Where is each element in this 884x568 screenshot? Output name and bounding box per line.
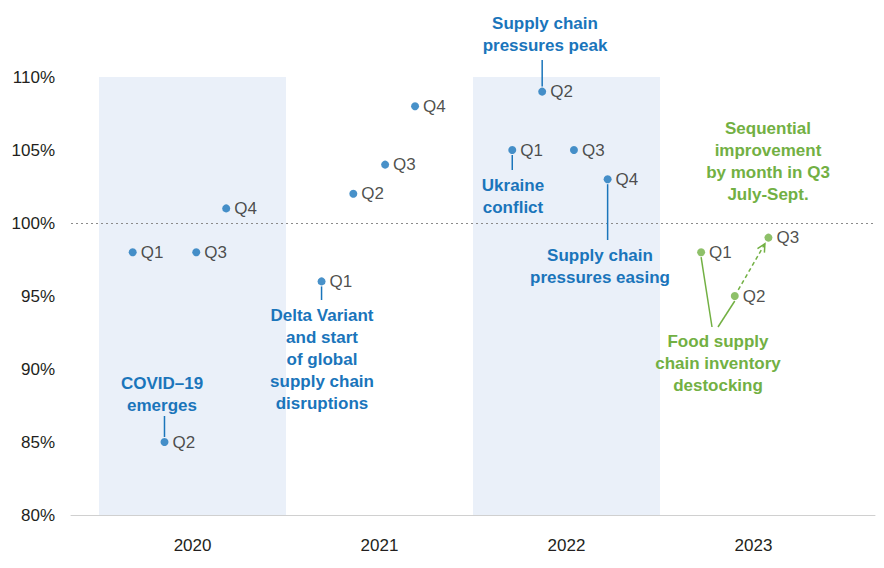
svg-text:Q1: Q1 [709, 243, 732, 262]
svg-text:Q4: Q4 [234, 199, 257, 218]
svg-text:Q2: Q2 [550, 82, 573, 101]
svg-text:disruptions: disruptions [276, 394, 369, 413]
svg-text:Ukraine: Ukraine [482, 176, 544, 195]
svg-text:conflict: conflict [483, 198, 544, 217]
svg-text:pressures easing: pressures easing [530, 268, 670, 287]
svg-text:Q3: Q3 [393, 155, 416, 174]
svg-text:Q3: Q3 [582, 141, 605, 160]
svg-text:Q2: Q2 [172, 433, 195, 452]
svg-text:Q2: Q2 [361, 184, 384, 203]
svg-text:2020: 2020 [174, 536, 212, 555]
svg-text:105%: 105% [12, 141, 55, 160]
svg-text:Q4: Q4 [423, 97, 446, 116]
svg-text:by month in Q3: by month in Q3 [706, 163, 830, 182]
svg-text:and start: and start [286, 328, 358, 347]
svg-text:supply chain: supply chain [270, 372, 374, 391]
svg-text:2022: 2022 [548, 536, 586, 555]
svg-text:of global: of global [287, 350, 358, 369]
svg-text:100%: 100% [12, 214, 55, 233]
svg-text:Supply chain: Supply chain [547, 246, 653, 265]
svg-text:Q1: Q1 [520, 141, 543, 160]
svg-text:destocking: destocking [673, 376, 763, 395]
svg-text:Supply chain: Supply chain [492, 14, 598, 33]
svg-text:Q1: Q1 [330, 272, 353, 291]
svg-text:Q1: Q1 [141, 243, 164, 262]
svg-text:Q3: Q3 [204, 243, 227, 262]
svg-text:Q3: Q3 [776, 228, 799, 247]
svg-text:Sequential: Sequential [725, 119, 811, 138]
svg-text:improvement: improvement [715, 141, 822, 160]
svg-text:110%: 110% [13, 68, 55, 87]
svg-text:2021: 2021 [361, 536, 399, 555]
svg-text:80%: 80% [21, 506, 55, 525]
svg-text:July-Sept.: July-Sept. [727, 185, 808, 204]
svg-text:emerges: emerges [127, 396, 197, 415]
svg-text:pressures peak: pressures peak [483, 36, 608, 55]
svg-text:Delta Variant: Delta Variant [271, 306, 374, 325]
svg-text:chain inventory: chain inventory [655, 354, 781, 373]
svg-text:85%: 85% [21, 433, 55, 452]
svg-text:95%: 95% [21, 287, 55, 306]
svg-text:Food supply: Food supply [667, 332, 769, 351]
svg-text:COVID–19: COVID–19 [121, 374, 203, 393]
svg-text:Q4: Q4 [616, 170, 639, 189]
svg-text:Q2: Q2 [743, 287, 766, 306]
svg-text:2023: 2023 [735, 536, 773, 555]
svg-text:90%: 90% [21, 360, 55, 379]
